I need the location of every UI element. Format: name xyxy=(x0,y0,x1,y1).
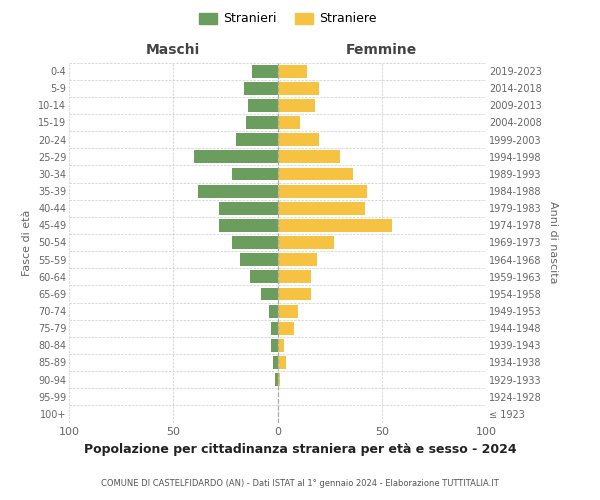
Bar xyxy=(277,64,307,78)
Bar xyxy=(277,116,301,129)
Bar xyxy=(277,184,367,198)
Bar xyxy=(244,82,277,94)
Bar xyxy=(253,64,277,78)
Y-axis label: Anni di nascita: Anni di nascita xyxy=(548,201,559,284)
Bar xyxy=(277,288,311,300)
Bar xyxy=(277,322,294,334)
Bar xyxy=(277,202,365,214)
Bar xyxy=(236,133,277,146)
Bar xyxy=(250,270,277,283)
Y-axis label: Fasce di età: Fasce di età xyxy=(22,210,32,276)
Bar xyxy=(271,322,277,334)
Bar xyxy=(277,373,280,386)
Bar xyxy=(271,339,277,352)
Bar xyxy=(274,356,277,369)
Bar xyxy=(194,150,277,163)
Bar xyxy=(277,270,311,283)
Bar xyxy=(275,373,277,386)
Legend: Stranieri, Straniere: Stranieri, Straniere xyxy=(196,8,380,29)
Bar xyxy=(277,219,392,232)
Bar xyxy=(277,82,319,94)
Text: Popolazione per cittadinanza straniera per età e sesso - 2024: Popolazione per cittadinanza straniera p… xyxy=(83,444,517,456)
Bar xyxy=(277,253,317,266)
Bar xyxy=(277,99,315,112)
Bar xyxy=(219,219,277,232)
Bar xyxy=(277,168,353,180)
Bar xyxy=(232,236,277,249)
Bar xyxy=(246,116,277,129)
Bar xyxy=(277,304,298,318)
Bar xyxy=(232,168,277,180)
Bar xyxy=(277,236,334,249)
Bar xyxy=(277,356,286,369)
Bar xyxy=(248,99,277,112)
Text: COMUNE DI CASTELFIDARDO (AN) - Dati ISTAT al 1° gennaio 2024 - Elaborazione TUTT: COMUNE DI CASTELFIDARDO (AN) - Dati ISTA… xyxy=(101,479,499,488)
Bar xyxy=(240,253,277,266)
Text: Femmine: Femmine xyxy=(346,42,418,56)
Bar xyxy=(219,202,277,214)
Bar xyxy=(277,339,284,352)
Bar xyxy=(277,150,340,163)
Bar xyxy=(261,288,277,300)
Bar xyxy=(198,184,277,198)
Bar xyxy=(277,133,319,146)
Text: Maschi: Maschi xyxy=(146,42,200,56)
Bar xyxy=(269,304,277,318)
